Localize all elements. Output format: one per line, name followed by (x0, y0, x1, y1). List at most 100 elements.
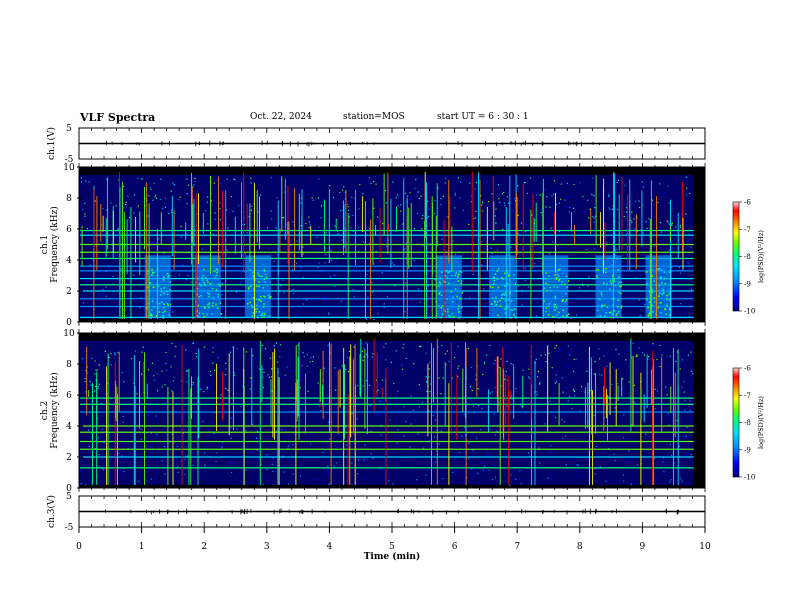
spectrogram-cell (303, 181, 305, 183)
spectrogram-cell (105, 270, 107, 273)
spectrogram-cell (292, 473, 294, 475)
spectrogram-cell (496, 483, 498, 485)
spectrogram-cell (344, 227, 346, 229)
spectrogram-cell (663, 471, 665, 473)
spectrogram-cell (511, 381, 513, 383)
spectrogram-cell (300, 197, 302, 200)
spectrogram-cell (513, 314, 515, 316)
spectrogram-cell (441, 344, 443, 347)
spectrogram-cell (454, 192, 457, 194)
spectrogram-cell (669, 314, 671, 316)
spectrogram-cell (668, 308, 671, 310)
spectrogram-cell (381, 469, 383, 471)
spectrogram-cell (209, 283, 212, 285)
spectrogram-cell (159, 240, 162, 242)
spectrogram-cell (311, 197, 313, 199)
spectrogram-cell (348, 309, 350, 311)
spectrogram-cell (472, 273, 474, 276)
spectrogram-cell (644, 303, 646, 305)
spectrogram-cell (442, 377, 444, 379)
spectrogram-cell (635, 200, 637, 202)
spectrogram-cell (386, 296, 388, 298)
spectrogram-cell (553, 193, 555, 195)
spectrogram-cell (208, 293, 211, 295)
spectrogram-cell (683, 391, 685, 393)
spectrogram-cell (216, 473, 218, 476)
spectrogram-cell (298, 457, 300, 459)
spectrogram-cell (606, 316, 608, 318)
spectrogram-cell (450, 197, 452, 200)
spectrogram-cell (471, 389, 473, 392)
spectrogram-cell (146, 270, 149, 272)
spectrogram-cell (92, 399, 94, 401)
spectrogram-cell (541, 383, 543, 386)
colorbar-2 (732, 367, 742, 478)
spectrogram-cell (258, 281, 260, 283)
spectrogram-cell (256, 410, 259, 412)
spectrogram-cell (554, 297, 557, 299)
spectrogram-cell (271, 390, 273, 392)
spectrogram-cell (300, 312, 302, 314)
spectrogram-cell (153, 306, 156, 308)
spectrogram-cell (573, 390, 575, 392)
spectrogram-cell (660, 278, 662, 280)
spectrogram-cell (499, 305, 502, 307)
spectrogram-cell (178, 274, 181, 276)
spectrogram-cell (182, 264, 184, 266)
colorbar-1 (732, 201, 742, 312)
spectrogram-cell (118, 465, 120, 467)
spectrogram-cell (660, 312, 662, 314)
spectrogram-cell (222, 224, 224, 226)
spectrogram-cell (322, 235, 324, 237)
spectrogram-cell (341, 239, 343, 241)
spectrogram-cell (333, 177, 335, 179)
spectrogram-cell (606, 306, 608, 308)
spectrogram-cell (549, 451, 551, 453)
spectrogram-cell (148, 195, 150, 197)
spectrogram-cell (196, 315, 199, 317)
spectrogram-cell (271, 304, 273, 306)
spectrogram-cell (548, 305, 550, 308)
spectrogram-cell (131, 186, 133, 188)
spectrogram-cell (261, 313, 263, 316)
spectrogram-cell (407, 449, 409, 451)
spectrogram-cell (593, 414, 595, 416)
spectrogram-cell (364, 444, 366, 446)
spectrogram-cell (454, 194, 456, 196)
spectrogram-cell (470, 354, 472, 356)
spectrogram-cell (244, 253, 246, 255)
spectrogram-cell (397, 435, 399, 437)
spectrogram-cell (161, 460, 163, 462)
spectrogram-cell (115, 235, 117, 237)
spectrogram-cell (86, 228, 88, 230)
spectrogram-cell (434, 347, 436, 349)
spectrogram-cell (620, 281, 623, 283)
spectrogram-cell (325, 248, 327, 250)
spectrogram-cell (85, 484, 87, 486)
spectrogram-cell (244, 481, 246, 483)
spectrogram-cell (307, 390, 309, 392)
spectrogram-cell (680, 226, 682, 228)
spectrogram-cell (363, 286, 365, 288)
spectrogram-cell (227, 227, 229, 229)
spectrogram-cell (440, 406, 442, 408)
spectrogram-cell (567, 345, 569, 347)
spectrogram-cell (640, 314, 642, 316)
spectrogram-cell (465, 220, 468, 222)
spectrogram-cell (525, 412, 527, 414)
spectrogram-cell (194, 227, 196, 229)
spectrogram-cell (541, 214, 543, 216)
spectrogram-cell (522, 291, 524, 293)
spectrogram-cell (352, 230, 354, 232)
spectrogram-cell (430, 238, 432, 240)
spectrogram-cell (131, 477, 133, 479)
spectrogram-cell (607, 396, 609, 398)
spectrogram-cell (540, 209, 542, 211)
spectrogram-cell (514, 198, 516, 200)
spectrogram-cell (344, 191, 346, 193)
spectrogram-cell (476, 437, 478, 439)
spectrogram-cell (352, 463, 354, 465)
spectrogram-cell (434, 200, 436, 202)
spectrogram-cell (334, 274, 336, 276)
spectrogram-cell (152, 225, 155, 227)
